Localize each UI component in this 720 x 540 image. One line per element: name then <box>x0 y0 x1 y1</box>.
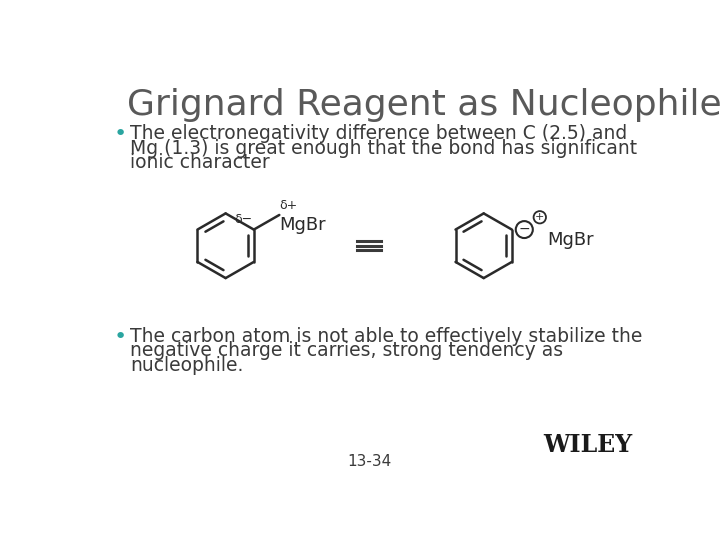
Text: WILEY: WILEY <box>544 434 632 457</box>
Text: •: • <box>113 327 127 347</box>
Text: Grignard Reagent as Nucleophile: Grignard Reagent as Nucleophile <box>127 88 720 122</box>
Text: Mg (1.3) is great enough that the bond has significant: Mg (1.3) is great enough that the bond h… <box>130 139 637 158</box>
Text: The carbon atom is not able to effectively stabilize the: The carbon atom is not able to effective… <box>130 327 643 346</box>
Text: •: • <box>113 124 127 144</box>
Text: δ+: δ+ <box>279 199 297 212</box>
Text: MgBr: MgBr <box>547 231 594 249</box>
Text: ionic character: ionic character <box>130 153 270 172</box>
Text: MgBr: MgBr <box>279 217 326 234</box>
Text: negative charge it carries, strong tendency as: negative charge it carries, strong tende… <box>130 341 564 360</box>
Text: δ−: δ− <box>234 213 252 226</box>
Text: +: + <box>535 212 544 222</box>
Text: nucleophile.: nucleophile. <box>130 356 243 375</box>
Text: The electronegativity difference between C (2.5) and: The electronegativity difference between… <box>130 124 628 143</box>
Text: −: − <box>518 222 530 236</box>
Text: 13-34: 13-34 <box>347 454 391 469</box>
